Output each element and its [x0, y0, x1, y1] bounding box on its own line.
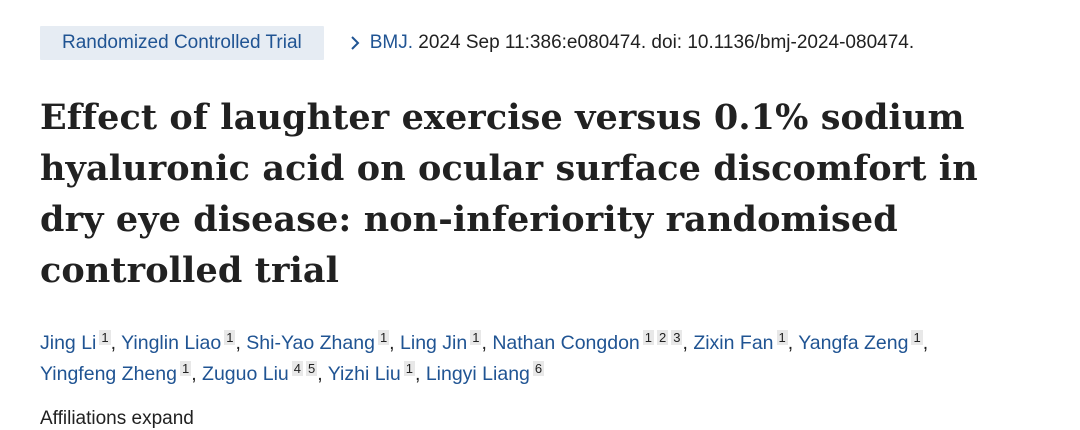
- affiliation-number[interactable]: 1: [377, 330, 390, 345]
- author-item: Zuguo Liu 4 5,: [202, 361, 323, 385]
- author-name-link[interactable]: Lingyi Liang: [425, 363, 530, 385]
- affiliation-number[interactable]: 4: [291, 361, 304, 376]
- citation-details: 2024 Sep 11:386:e080474. doi: 10.1136/bm…: [418, 32, 915, 53]
- author-separator: ,: [110, 332, 117, 354]
- affiliation-number[interactable]: 3: [671, 330, 683, 345]
- author-item: Yangfa Zeng 1,: [798, 330, 929, 354]
- author-item: Yinglin Liao 1,: [121, 330, 241, 354]
- author-separator: ,: [317, 363, 323, 385]
- author-separator: ,: [414, 363, 421, 385]
- citation-bar: Randomized Controlled Trial BMJ. 2024 Se…: [40, 26, 914, 60]
- affiliation-number[interactable]: 1: [224, 330, 236, 345]
- author-item: Lingyi Liang 6: [425, 361, 545, 385]
- author-name-link[interactable]: Yingfeng Zheng: [40, 363, 177, 385]
- author-name-link[interactable]: Shi-Yao Zhang: [246, 332, 375, 354]
- author-item: Nathan Congdon 1 2 3,: [492, 330, 688, 354]
- author-separator: ,: [389, 332, 395, 354]
- affiliation-number[interactable]: 1: [642, 330, 654, 345]
- author-name-link[interactable]: Zixin Fan: [693, 332, 774, 354]
- author-name-link[interactable]: Nathan Congdon: [492, 332, 640, 354]
- affiliations-toggle[interactable]: Affiliations expand: [40, 408, 194, 429]
- author-separator: ,: [787, 332, 794, 354]
- author-name-link[interactable]: Yinglin Liao: [121, 332, 222, 354]
- author-item: Zixin Fan 1,: [693, 330, 794, 354]
- affiliation-number[interactable]: 2: [657, 330, 669, 345]
- author-separator: ,: [191, 363, 197, 385]
- author-separator: ,: [682, 332, 688, 354]
- affiliation-number[interactable]: 1: [470, 330, 482, 345]
- citation-text: BMJ. 2024 Sep 11:386:e080474. doi: 10.11…: [370, 32, 914, 54]
- affiliation-number[interactable]: 1: [179, 361, 192, 376]
- affiliation-number[interactable]: 1: [911, 330, 923, 345]
- author-separator: ,: [481, 332, 487, 354]
- author-item: Yingfeng Zheng 1,: [40, 361, 197, 385]
- author-name-link[interactable]: Yizhi Liu: [327, 363, 401, 385]
- affiliation-number[interactable]: 1: [99, 330, 111, 345]
- article-title: Effect of laughter exercise versus 0.1% …: [40, 97, 978, 291]
- author-name-link[interactable]: Jing Li: [40, 332, 97, 354]
- author-item: Ling Jin 1,: [400, 330, 487, 354]
- affiliation-number[interactable]: 1: [403, 361, 415, 376]
- journal-link[interactable]: BMJ.: [369, 32, 414, 53]
- author-item: Shi-Yao Zhang 1,: [246, 330, 395, 354]
- publication-type-badge: Randomized Controlled Trial: [40, 26, 324, 60]
- author-item: Jing Li 1,: [40, 330, 117, 354]
- affiliation-number[interactable]: 5: [306, 361, 318, 376]
- chevron-right-icon: [351, 36, 360, 50]
- affiliation-number[interactable]: 6: [532, 361, 545, 376]
- author-name-link[interactable]: Ling Jin: [400, 332, 468, 354]
- author-separator: ,: [235, 332, 241, 354]
- affiliation-number[interactable]: 1: [776, 330, 788, 345]
- author-name-link[interactable]: Zuguo Liu: [202, 363, 289, 385]
- author-item: Yizhi Liu 1,: [327, 361, 421, 385]
- authors-list: Jing Li 1, Yinglin Liao 1, Shi-Yao Zhang 1,…: [40, 328, 1050, 390]
- author-separator: ,: [922, 332, 929, 354]
- author-name-link[interactable]: Yangfa Zeng: [798, 332, 909, 354]
